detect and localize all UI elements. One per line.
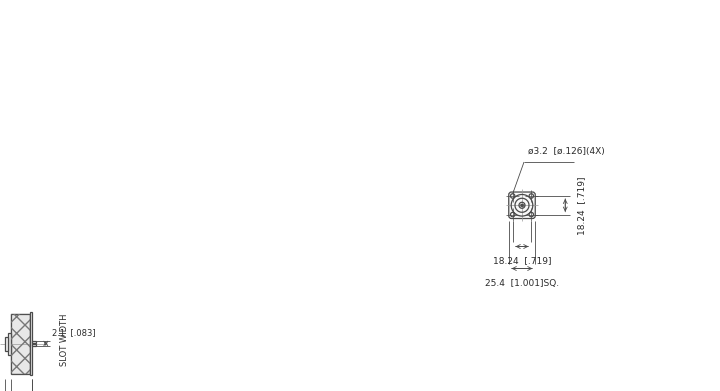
Text: SLOT WIDTH: SLOT WIDTH (60, 313, 69, 366)
Polygon shape (7, 332, 11, 355)
Polygon shape (11, 314, 30, 373)
Polygon shape (32, 341, 36, 343)
Polygon shape (30, 312, 32, 375)
Polygon shape (5, 337, 7, 350)
Polygon shape (32, 344, 36, 346)
Text: 18.24  [.719]: 18.24 [.719] (492, 256, 552, 265)
Text: 2.1  [.083]: 2.1 [.083] (52, 328, 96, 337)
Text: 18.24  [.719]: 18.24 [.719] (577, 176, 586, 235)
Text: 25.4  [1.001]SQ.: 25.4 [1.001]SQ. (485, 278, 559, 287)
Text: ø3.2  [ø.126](4X): ø3.2 [ø.126](4X) (528, 147, 605, 156)
FancyBboxPatch shape (509, 192, 535, 219)
